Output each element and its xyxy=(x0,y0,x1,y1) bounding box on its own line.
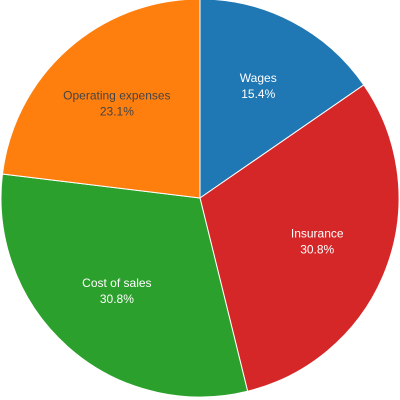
slice-value-label: 15.4% xyxy=(241,87,275,101)
pie-slice xyxy=(199,84,400,392)
slice-value-label: 23.1% xyxy=(100,104,134,118)
pie-slice xyxy=(0,173,249,398)
slice-label: Operating expenses xyxy=(63,88,170,102)
slice-label: Wages xyxy=(240,71,277,85)
pie-slice xyxy=(199,0,365,199)
slice-value-label: 30.8% xyxy=(300,243,334,257)
slice-value-label: 30.8% xyxy=(100,292,134,306)
slice-label: Cost of sales xyxy=(82,276,151,290)
slice-label: Insurance xyxy=(291,227,344,241)
pie-slice xyxy=(1,0,201,199)
